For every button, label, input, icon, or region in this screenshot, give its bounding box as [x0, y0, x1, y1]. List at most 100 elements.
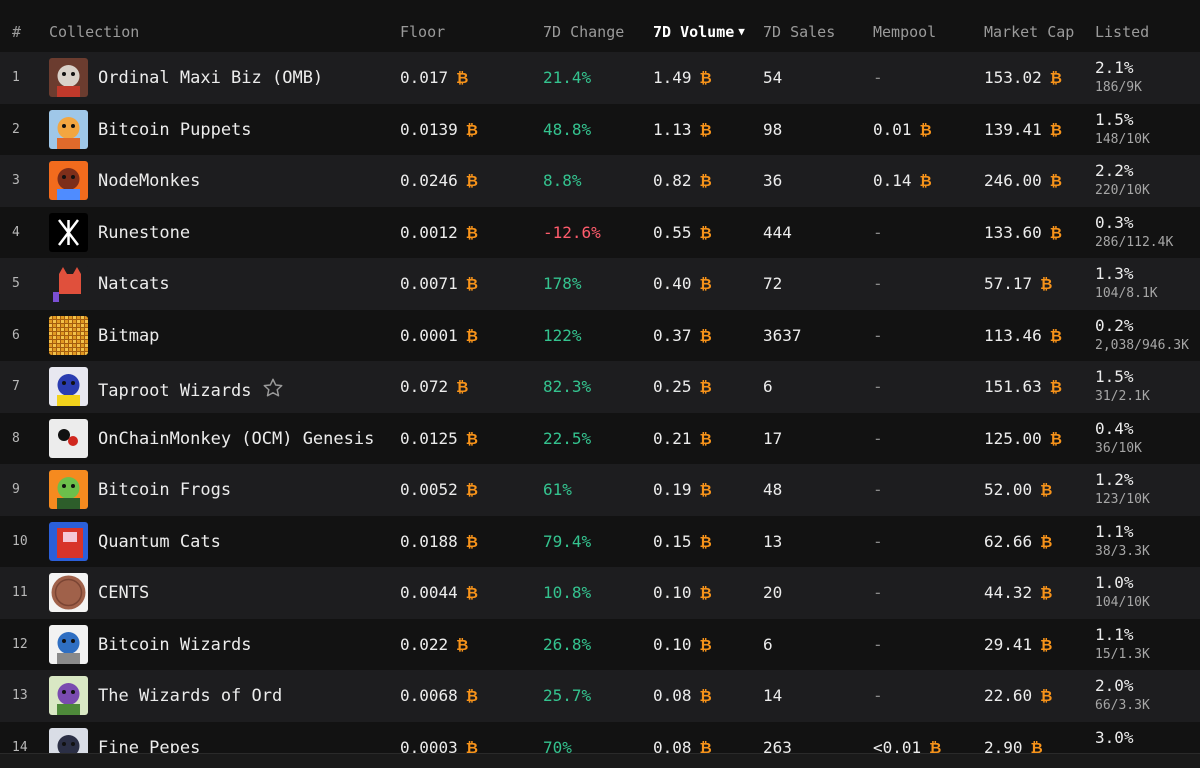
listed-percent: 1.1% [1095, 624, 1134, 644]
collection-name[interactable]: Ordinal Maxi Biz (OMB) [98, 68, 323, 88]
collection-name[interactable]: Taproot Wizards [98, 377, 284, 404]
collection-name[interactable]: Natcats [98, 274, 170, 294]
market-cap: 2.90 ₿ [984, 738, 1043, 757]
mempool-value: - [873, 686, 883, 705]
table-row[interactable]: 9 Bitcoin Frogs 0.0052 ₿ 61% 0.19 ₿ 48 - 52.00 ₿ 1.… [0, 464, 1200, 516]
collection-name[interactable]: OnChainMonkey (OCM) Genesis [98, 429, 374, 449]
table-row[interactable]: 8 OnChainMonkey (OCM) Genesis 0.0125 ₿ 22.5%… [0, 412, 1200, 464]
mempool: - [873, 686, 883, 705]
puppet-thumbnail[interactable] [49, 109, 88, 149]
table-row[interactable]: 10 Quantum Cats 0.0188 ₿ 79.4% 0.15 ₿ 13 - 62.66 ₿… [0, 515, 1200, 567]
volume-7d-value: 0.37 [653, 325, 692, 345]
bitcoin-wizard-thumbnail[interactable] [49, 624, 88, 664]
floor-price-value: 0.022 [400, 634, 449, 654]
btc-icon: ₿ [465, 172, 479, 190]
volume-7d: 0.21 ₿ [653, 429, 712, 448]
market-cap: 139.41 ₿ [984, 120, 1062, 139]
cents-thumbnail[interactable] [49, 573, 88, 612]
favorite-star-icon[interactable] [262, 377, 284, 404]
collection-name[interactable]: Bitcoin Puppets [98, 120, 252, 140]
table-row[interactable]: 3 NodeMonkes 0.0246 ₿ 8.8% 0.82 ₿ 36 0.14 ₿ 246.00… [0, 155, 1200, 207]
ocm-thumbnail[interactable] [49, 418, 88, 458]
btc-icon: ₿ [1049, 429, 1063, 448]
volume-7d-value: 0.08 [653, 737, 692, 757]
collection-name[interactable]: NodeMonkes [98, 171, 200, 191]
header-mempool[interactable]: Mempool [873, 23, 937, 41]
table-row[interactable]: 1 Ordinal Maxi Biz (OMB) 0.017 ₿ 21.4% 1.49 ₿ 5… [0, 52, 1200, 104]
collection-name-text: Runestone [98, 222, 191, 243]
frog-thumbnail[interactable] [49, 470, 88, 509]
market-cap-value: 52.00 [984, 480, 1033, 499]
table-row[interactable]: 7 Taproot Wizards 0.072 ₿ 82.3% 0.25 ₿ 6 - 151.63… [0, 361, 1200, 413]
table-row[interactable]: 5 Natcats 0.0071 ₿ 178% 0.40 ₿ 72 - 57.17 ₿ 1.3% 104… [0, 258, 1200, 310]
taproot-wizard-thumbnail[interactable] [49, 367, 88, 406]
volume-7d: 0.08 ₿ [653, 738, 712, 757]
floor-price: 0.0139 ₿ [400, 120, 478, 139]
volume-7d: 0.55 ₿ [653, 223, 712, 242]
mempool-value: - [873, 480, 883, 499]
listed-count: 38/3.3K [1095, 543, 1150, 559]
collection-name[interactable]: Fine Pepes [98, 738, 200, 758]
table-row[interactable]: 11 CENTS 0.0044 ₿ 10.8% 0.10 ₿ 20 - 44.32 ₿ 1.0% 104… [0, 567, 1200, 619]
sales-7d: 14 [763, 686, 783, 705]
market-cap-value: 113.46 [984, 325, 1042, 345]
collection-name-text: Natcats [98, 274, 170, 294]
collection-name[interactable]: Bitmap [98, 326, 159, 346]
table-row[interactable]: 6 Bitmap 0.0001 ₿ 122% 0.37 ₿ 3637 - 113.46 ₿ 0.2% 2… [0, 309, 1200, 361]
natcat-thumbnail[interactable] [49, 264, 88, 303]
btc-icon: ₿ [699, 326, 712, 345]
btc-icon: ₿ [465, 481, 479, 499]
table-row[interactable]: 13 The Wizards of Ord 0.0068 ₿ 25.7% 0.08 ₿ 14 -… [0, 670, 1200, 722]
nodemonke-thumbnail[interactable] [49, 161, 88, 200]
market-cap: 22.60 ₿ [984, 686, 1052, 705]
omb-thumbnail[interactable] [49, 58, 88, 97]
header-collection[interactable]: Collection [49, 23, 140, 41]
floor-price-value: 0.0246 [400, 171, 458, 190]
collection-name[interactable]: Runestone [98, 223, 190, 243]
header-listed[interactable]: Listed [1095, 23, 1150, 41]
market-cap-value: 139.41 [984, 119, 1042, 139]
collection-name[interactable]: The Wizards of Ord [98, 686, 282, 706]
header-rank: # [12, 23, 22, 41]
header-market-cap[interactable]: Market Cap [984, 23, 1075, 41]
floor-price-value: 0.0044 [400, 583, 458, 602]
market-cap-value: 22.60 [984, 686, 1033, 705]
btc-icon: ₿ [1030, 738, 1043, 757]
sort-descending-icon: ▼ [738, 25, 745, 38]
floor-price-value: 0.0003 [400, 737, 458, 757]
btc-icon: ₿ [1040, 584, 1053, 602]
collection-name[interactable]: Bitcoin Wizards [98, 635, 252, 655]
table-row[interactable]: 4 Runestone 0.0012 ₿ -12.6% 0.55 ₿ 444-133.60 ₿ 0… [0, 206, 1200, 258]
listed-percent: 1.5% [1095, 109, 1134, 129]
collection-name[interactable]: Quantum Cats [98, 532, 221, 552]
row-rank: 3 [12, 173, 20, 188]
mempool-value: <0.01 [873, 737, 922, 757]
mempool-value: - [873, 634, 883, 654]
collection-name[interactable]: CENTS [98, 583, 149, 603]
floor-price: 0.0001 ₿ [400, 326, 478, 345]
runestone-thumbnail[interactable] [49, 212, 88, 252]
collection-name[interactable]: Bitcoin Frogs [98, 480, 231, 500]
mempool-value: - [873, 531, 883, 551]
row-rank: 14 [12, 739, 28, 755]
sales-7d: 54 [763, 68, 783, 87]
mempool: - [873, 532, 883, 551]
quantum-cat-thumbnail[interactable] [49, 521, 88, 561]
header-7d-sales[interactable]: 7D Sales [763, 23, 836, 41]
btc-icon: ₿ [929, 738, 942, 757]
table-row[interactable]: 2 Bitcoin Puppets 0.0139 ₿ 48.8% 1.13 ₿ 98 0.01 ₿… [0, 103, 1200, 155]
floor-price-value: 0.0001 [400, 325, 458, 345]
header-floor[interactable]: Floor [400, 23, 446, 41]
floor-price-value: 0.0139 [400, 119, 458, 139]
volume-7d: 0.10 ₿ [653, 583, 712, 602]
header-7d-change[interactable]: 7D Change [543, 23, 625, 41]
table-row[interactable]: 12 Bitcoin Wizards 0.022 ₿ 26.8% 0.10 ₿ 6 - 29.41… [0, 618, 1200, 670]
mempool-value: - [873, 274, 883, 293]
market-cap: 153.02 ₿ [984, 68, 1062, 87]
wizards-of-ord-thumbnail[interactable] [49, 676, 88, 715]
header-7d-volume[interactable]: 7D Volume ▼ [653, 23, 745, 41]
bitmap-thumbnail[interactable] [49, 315, 88, 355]
listed-percent: 1.0% [1095, 573, 1134, 592]
volume-7d: 1.13 ₿ [653, 120, 712, 139]
horizontal-scrollbar[interactable] [0, 753, 1200, 768]
